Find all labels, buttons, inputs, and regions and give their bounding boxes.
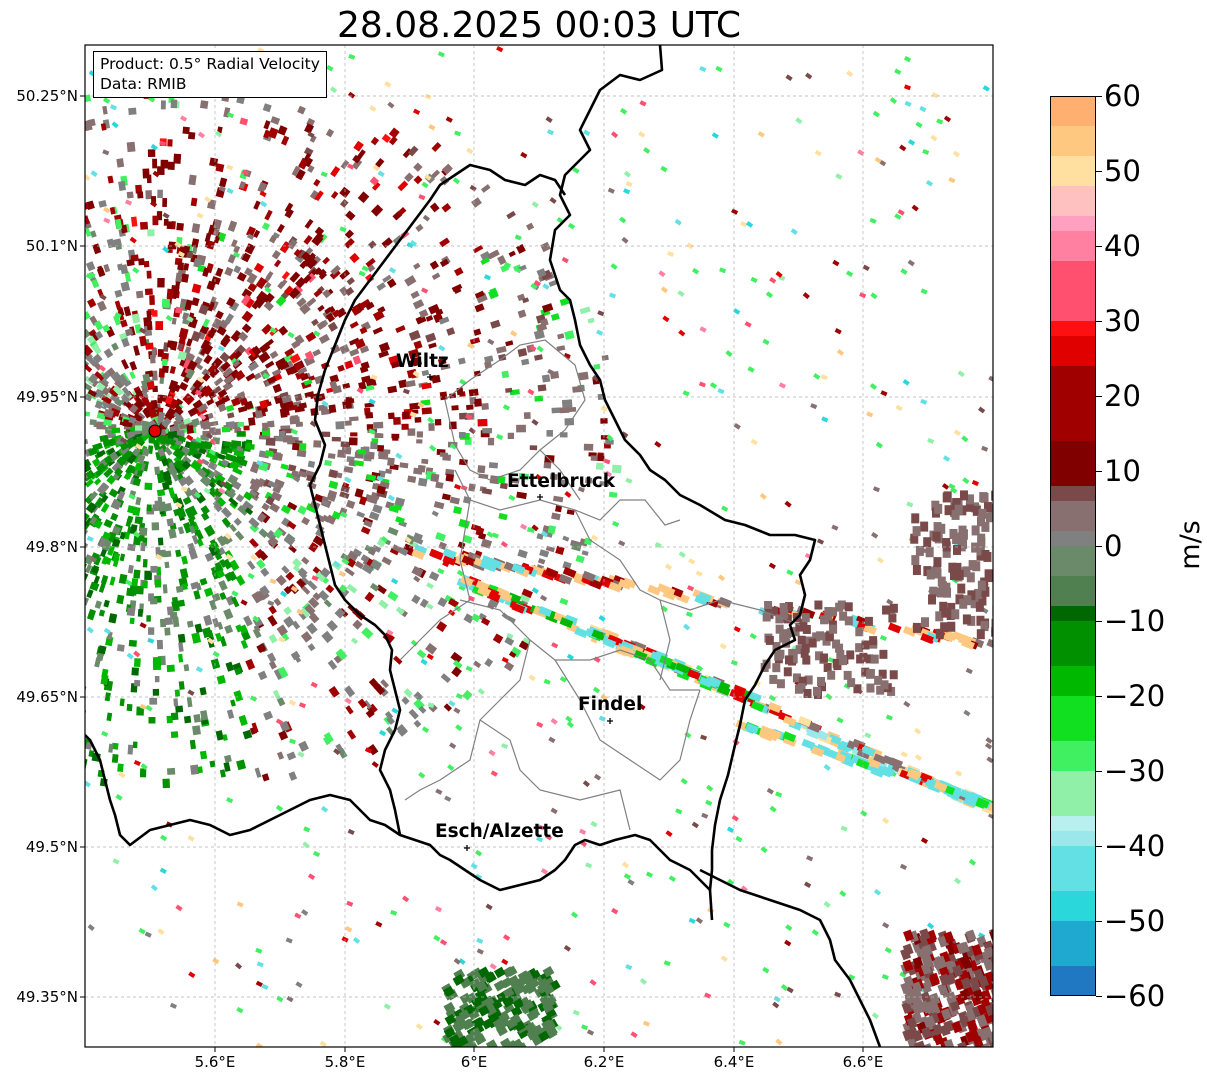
colorbar-tick-label: 60	[1104, 79, 1141, 113]
national-borders	[85, 45, 882, 1047]
colorbar-tick-label: 50	[1104, 154, 1141, 188]
lat-label-49.5: 49.5°N	[25, 838, 78, 856]
colorbar-tick-label: 20	[1104, 379, 1141, 413]
axis-ticks	[80, 95, 864, 1052]
canton-boundaries	[399, 339, 801, 831]
colorbar-tick-label: −60	[1104, 979, 1166, 1013]
colorbar-tick-mark	[1096, 696, 1102, 697]
map-frame	[84, 44, 994, 1048]
lat-label-50.25: 50.25°N	[16, 87, 78, 105]
colorbar-tick-label: −30	[1104, 754, 1166, 788]
radar-site-marker	[148, 424, 162, 438]
city-markers	[427, 374, 613, 851]
lon-label-5.6: 5.6°E	[194, 1053, 236, 1071]
lat-label-49.8: 49.8°N	[25, 538, 78, 556]
product-info-box: Product: 0.5° Radial Velocity Data: RMIB	[93, 51, 327, 98]
colorbar-tick-mark	[1096, 471, 1102, 472]
colorbar-tick-mark	[1096, 771, 1102, 772]
city-label-ettelbruck: Ettelbruck	[507, 471, 616, 492]
colorbar-tick-label: 10	[1104, 454, 1141, 488]
colorbar-tick-label: −40	[1104, 829, 1166, 863]
lat-label-49.95: 49.95°N	[16, 388, 78, 406]
lat-label-49.65: 49.65°N	[16, 688, 78, 706]
colorbar-tick-label: 30	[1104, 304, 1141, 338]
colorbar-tick-mark	[1096, 396, 1102, 397]
data-source-line: Data: RMIB	[100, 75, 187, 93]
lon-label-6.2: 6.2°E	[583, 1053, 625, 1071]
colorbar-tick-mark	[1096, 96, 1102, 97]
colorbar-tick-mark	[1096, 246, 1102, 247]
colorbar-unit-label: m/s	[1175, 520, 1206, 570]
colorbar-tick-label: 40	[1104, 229, 1141, 263]
colorbar-tick-label: 0	[1104, 529, 1123, 563]
colorbar-tick-mark	[1096, 846, 1102, 847]
velocity-colorbar	[1050, 96, 1096, 996]
city-label-wiltz: Wiltz	[396, 351, 449, 372]
lat-lon-grid	[85, 45, 993, 1047]
colorbar-tick-label: −20	[1104, 679, 1166, 713]
lon-label-6: 6°E	[460, 1053, 488, 1071]
colorbar-tick-mark	[1096, 321, 1102, 322]
map-title: 28.08.2025 00:03 UTC	[336, 5, 742, 46]
colorbar-tick-mark	[1096, 996, 1102, 997]
velocity-echoes	[85, 45, 993, 1047]
lon-label-6.4: 6.4°E	[713, 1053, 755, 1071]
colorbar-tick-mark	[1096, 921, 1102, 922]
colorbar-tick-mark	[1096, 621, 1102, 622]
lat-label-49.35: 49.35°N	[16, 988, 78, 1006]
city-label-findel: Findel	[578, 694, 643, 715]
lat-label-50.1: 50.1°N	[25, 237, 78, 255]
city-label-esch-alzette: Esch/Alzette	[435, 821, 564, 842]
lon-label-6.6: 6.6°E	[842, 1053, 884, 1071]
colorbar-tick-label: −10	[1104, 604, 1166, 638]
lon-label-5.8: 5.8°E	[324, 1053, 366, 1071]
product-line: Product: 0.5° Radial Velocity	[100, 55, 320, 73]
colorbar-tick-label: −50	[1104, 904, 1166, 938]
colorbar-tick-mark	[1096, 171, 1102, 172]
colorbar-tick-mark	[1096, 546, 1102, 547]
